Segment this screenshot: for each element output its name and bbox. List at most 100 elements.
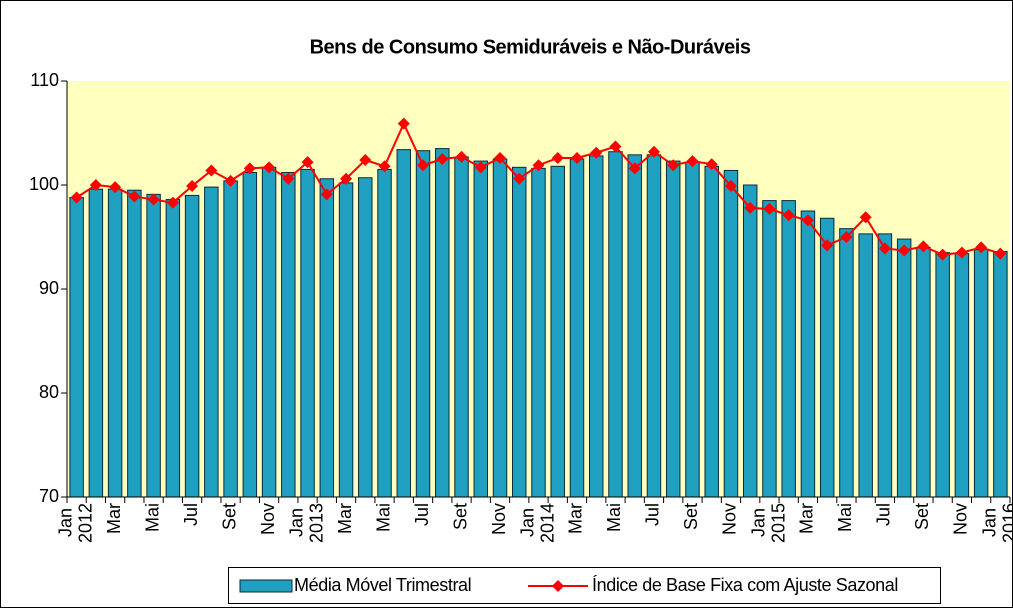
bar — [204, 186, 219, 498]
x-tick-label: Mar — [335, 503, 355, 534]
marker — [975, 241, 988, 254]
marker — [898, 244, 911, 257]
marker — [532, 159, 545, 172]
bar — [319, 178, 335, 498]
bar — [415, 150, 431, 498]
x-tick-label: Nov — [951, 503, 971, 535]
bar — [358, 177, 373, 498]
marker — [744, 201, 757, 214]
x-tick-label: Jan 2014 — [517, 503, 557, 543]
bar — [762, 200, 777, 498]
marker — [205, 164, 218, 177]
x-tick-label: Jul — [874, 503, 894, 526]
marker — [551, 151, 564, 164]
legend-swatch — [239, 579, 293, 593]
bar — [88, 188, 104, 498]
x-tick-label: Jul — [181, 503, 201, 526]
marker — [667, 159, 680, 172]
marker — [340, 172, 353, 185]
marker — [474, 161, 487, 174]
bar — [165, 199, 181, 498]
marker — [147, 193, 160, 206]
bar — [800, 210, 816, 498]
legend-label: Índice de Base Fixa com Ajuste Sazonal — [592, 575, 898, 595]
bar — [608, 151, 623, 498]
bar — [550, 165, 565, 498]
x-tick-label: Set — [219, 503, 239, 530]
marker — [417, 159, 430, 172]
x-tick-label: Jan 2012 — [55, 503, 95, 543]
y-tick-label: 70 — [39, 486, 59, 506]
marker — [686, 155, 699, 168]
bar — [896, 238, 912, 498]
x-tick-label: Set — [681, 503, 701, 530]
bar — [338, 182, 354, 498]
bar — [685, 161, 700, 498]
bar — [973, 248, 989, 498]
x-tick-label: Jan 2015 — [748, 503, 788, 543]
bar — [454, 156, 469, 498]
bar — [819, 217, 835, 498]
bar — [781, 200, 796, 498]
marker — [243, 162, 256, 175]
marker — [840, 231, 853, 243]
marker — [917, 240, 930, 253]
x-tick-label: Jul — [643, 503, 663, 526]
marker — [570, 151, 583, 164]
marker — [878, 242, 891, 255]
bar — [242, 172, 258, 498]
x-tick-label: Mar — [566, 503, 586, 534]
bar — [723, 169, 739, 498]
bar — [377, 168, 392, 498]
bar — [492, 158, 508, 498]
marker — [628, 162, 641, 175]
marker — [494, 151, 507, 164]
marker — [378, 160, 391, 173]
y-tick-label: 110 — [30, 70, 59, 90]
legend-marker — [552, 580, 564, 592]
x-tick-label: Mar — [104, 503, 124, 534]
bar — [569, 158, 585, 498]
bar — [396, 149, 412, 498]
marker — [609, 140, 622, 153]
marker — [763, 202, 776, 215]
marker — [186, 180, 199, 193]
y-tick-label: 90 — [39, 278, 59, 298]
marker — [397, 117, 410, 130]
x-tick-label: Jan 2016 — [979, 503, 1013, 543]
marker — [782, 209, 795, 222]
bar — [69, 196, 84, 498]
x-tick-label: Nov — [258, 503, 278, 535]
bar — [281, 172, 296, 498]
x-tick-label: Mar — [797, 503, 817, 534]
marker — [705, 158, 718, 171]
bar — [858, 233, 873, 498]
bar — [300, 168, 315, 498]
marker — [436, 153, 449, 165]
bar — [742, 184, 758, 498]
bar — [916, 246, 931, 498]
marker — [821, 239, 834, 252]
x-tick-label: Nov — [489, 503, 509, 535]
marker — [859, 211, 872, 224]
marker — [513, 172, 526, 185]
bar — [127, 189, 142, 498]
marker — [109, 181, 122, 194]
x-tick-label: Jul — [412, 503, 432, 526]
bar — [665, 160, 681, 498]
marker — [590, 146, 603, 159]
marker — [455, 150, 468, 163]
y-tick-label: 100 — [29, 174, 59, 194]
x-tick-label: Nov — [720, 503, 740, 535]
bar — [223, 180, 238, 498]
marker — [801, 214, 814, 227]
bar — [954, 253, 970, 498]
marker — [301, 156, 314, 169]
x-tick-label: Mai — [835, 503, 855, 532]
bar — [993, 251, 1008, 498]
x-tick-label: Mai — [604, 503, 624, 532]
bar — [646, 154, 662, 498]
bar — [261, 166, 277, 498]
marker — [955, 246, 968, 259]
marker — [282, 172, 295, 185]
